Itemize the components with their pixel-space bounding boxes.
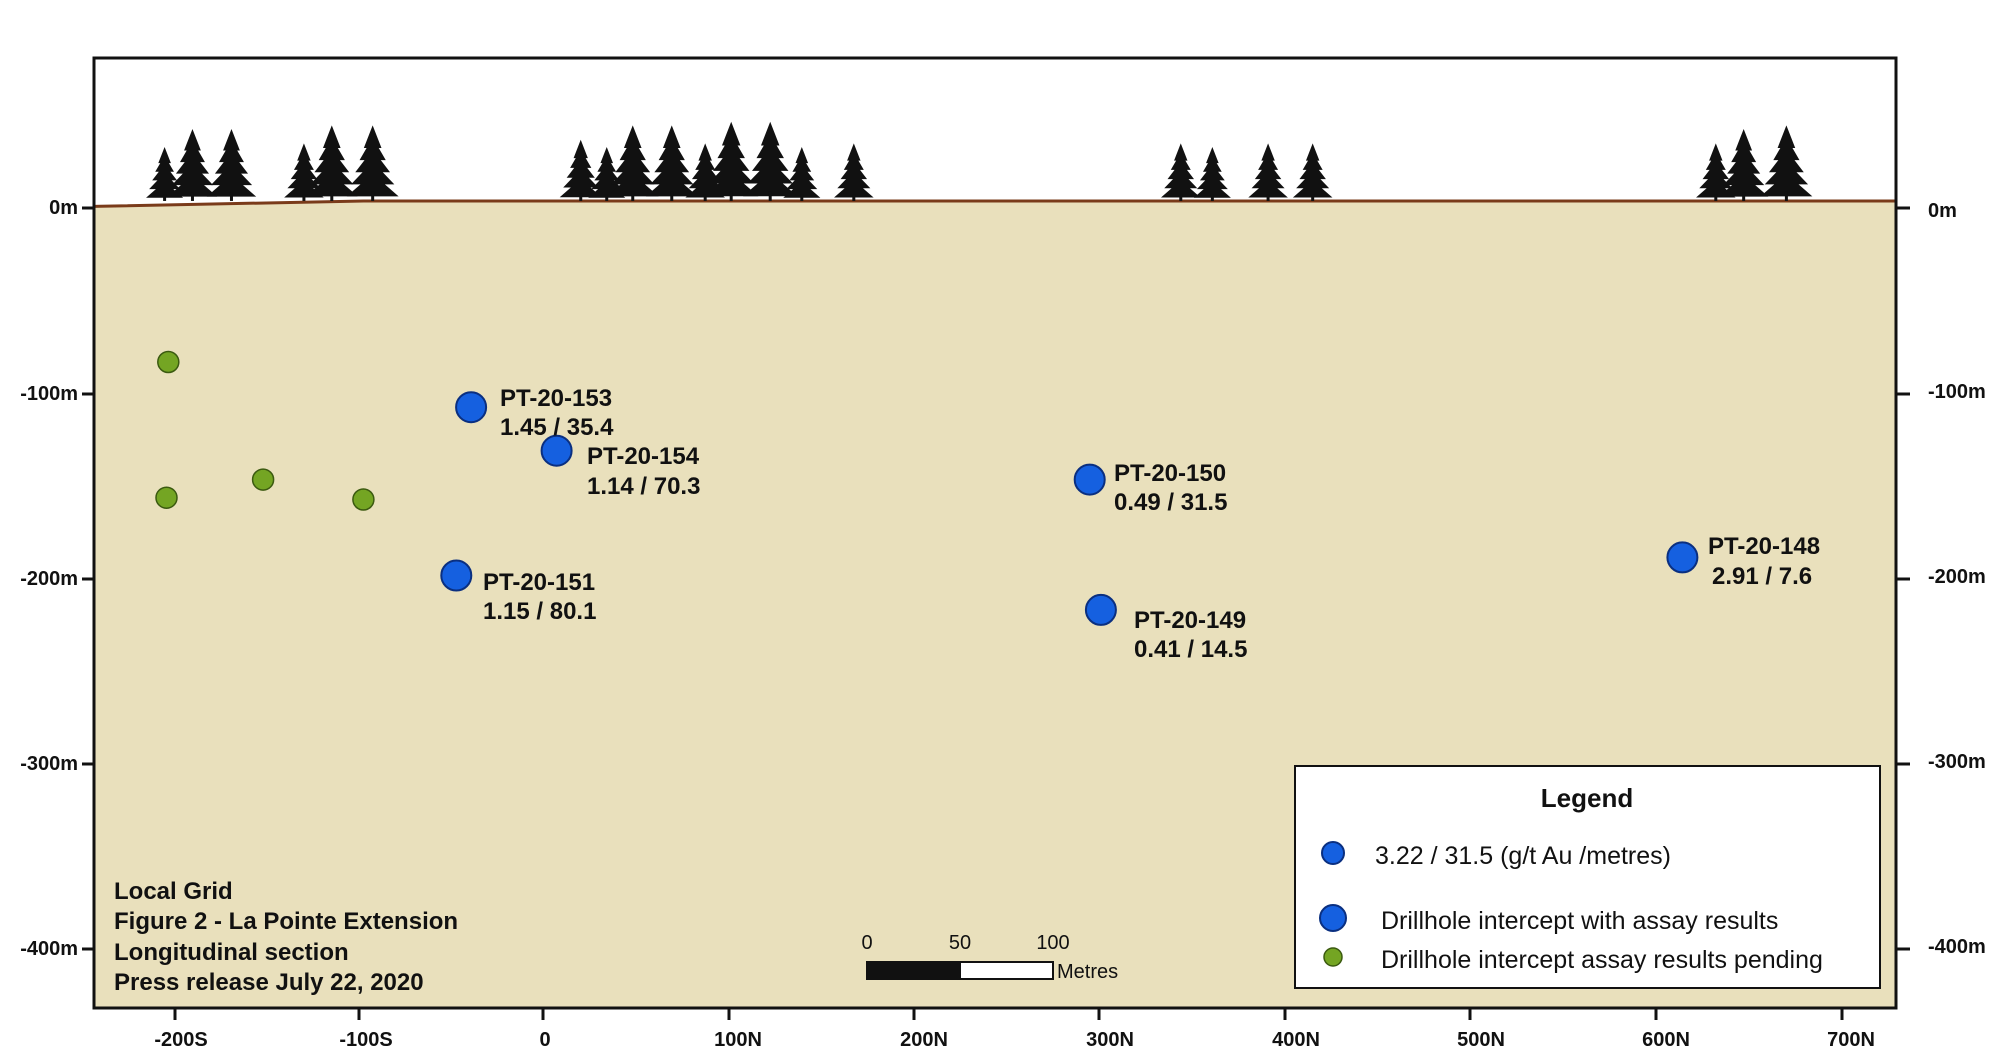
northing-label-500n: 500N xyxy=(1457,1029,1505,1051)
legend-title: Legend xyxy=(1541,783,1633,813)
scale-segment-white xyxy=(959,961,1054,980)
info-block: Local Grid Figure 2 - La Pointe Extensio… xyxy=(114,878,458,996)
tree-icon xyxy=(559,139,602,201)
northing-label-700n: 700N xyxy=(1827,1029,1875,1051)
northing-label-200s: -200S xyxy=(154,1029,207,1051)
tree-icon xyxy=(1292,143,1333,201)
northing-label-0: 0 xyxy=(539,1029,550,1051)
northing-label-400n: 400N xyxy=(1272,1029,1320,1051)
hole-value-pt-20-148: 2.91 / 7.6 xyxy=(1712,563,1812,590)
drillhole-intercept-pending xyxy=(251,468,275,491)
northing-axis: -200S -100S 0 100N 200N 300N 400N 500N 6… xyxy=(154,1008,1875,1051)
tree-icon xyxy=(834,143,874,201)
northing-label-100s: -100S xyxy=(339,1029,392,1051)
depth-label-400: -400m xyxy=(20,938,78,960)
drillhole-intercept-pending xyxy=(157,350,180,374)
depth-axis-right: 0m -100m -200m -300m -400m xyxy=(1928,200,1986,958)
scale-tick-0: 0 xyxy=(861,932,872,954)
drillhole-labels: PT-20-153 1.45 / 35.4 PT-20-154 1.14 / 7… xyxy=(483,385,1820,663)
scale-tick-100: 100 xyxy=(1036,932,1069,954)
depth-label-right-200: -200m xyxy=(1928,566,1986,588)
hole-label-pt-20-151: PT-20-151 xyxy=(483,569,595,596)
hole-label-pt-20-149: PT-20-149 xyxy=(1134,607,1246,634)
info-figure-title: Figure 2 - La Pointe Extension xyxy=(114,908,458,935)
hole-value-pt-20-151: 1.15 / 80.1 xyxy=(483,598,596,625)
northing-label-300n: 300N xyxy=(1086,1029,1134,1051)
tree-icon xyxy=(346,125,399,201)
tree-icon xyxy=(167,128,218,201)
drillhole-intercept-assay xyxy=(1084,593,1117,626)
info-local-grid: Local Grid xyxy=(114,878,233,905)
drillhole-intercept-assay xyxy=(540,434,573,467)
legend: Legend 3.22 / 31.5 (g/t Au /metres) Dril… xyxy=(1294,765,1881,989)
depth-label-right-0: 0m xyxy=(1928,200,1957,222)
tree-icon xyxy=(645,125,698,201)
depth-label-200: -200m xyxy=(20,568,78,590)
hole-label-pt-20-153: PT-20-153 xyxy=(500,385,612,412)
depth-label-0: 0m xyxy=(49,197,78,219)
tree-icon xyxy=(783,146,821,201)
legend-pending-text: Drillhole intercept assay results pendin… xyxy=(1381,946,1823,974)
drillhole-intercept-pending xyxy=(155,486,178,509)
plot-frame xyxy=(92,56,1898,1010)
hole-value-pt-20-153: 1.45 / 35.4 xyxy=(500,414,614,441)
hole-value-pt-20-150: 0.49 / 31.5 xyxy=(1114,489,1227,516)
hole-label-pt-20-148: PT-20-148 xyxy=(1708,533,1820,560)
trees-layer xyxy=(146,121,1813,201)
drillhole-intercept-assay xyxy=(1666,541,1699,574)
drillhole-intercept-assay xyxy=(455,391,488,424)
legend-pending-marker xyxy=(1323,947,1343,967)
scale-tick-50: 50 xyxy=(949,932,971,954)
legend-example-marker xyxy=(1321,841,1345,865)
hole-label-pt-20-150: PT-20-150 xyxy=(1114,460,1226,487)
tree-icon xyxy=(606,125,659,201)
depth-label-right-300: -300m xyxy=(1928,751,1986,773)
topographic-surface-line xyxy=(93,199,1896,208)
info-section-type: Longitudinal section xyxy=(114,939,349,966)
drillhole-intercept-pending xyxy=(352,488,375,511)
tree-icon xyxy=(743,121,798,201)
tree-icon xyxy=(685,143,725,201)
tree-icon xyxy=(1160,143,1201,201)
scale-unit: Metres xyxy=(1057,961,1118,983)
tree-icon xyxy=(1248,143,1288,201)
legend-box xyxy=(1294,765,1881,989)
northing-label-600n: 600N xyxy=(1642,1029,1690,1051)
drillhole-intercept-assay xyxy=(1073,463,1106,496)
drillhole-intercept-assay xyxy=(440,559,473,592)
tree-icon xyxy=(704,121,759,201)
hole-value-pt-20-149: 0.41 / 14.5 xyxy=(1134,636,1247,663)
depth-axis-left: 0m -100m -200m -300m -400m xyxy=(20,197,78,960)
tree-icon xyxy=(1760,125,1813,201)
depth-label-right-400: -400m xyxy=(1928,936,1986,958)
depth-label-100: -100m xyxy=(20,383,78,405)
depth-ticks xyxy=(82,206,1910,951)
depth-label-300: -300m xyxy=(20,753,78,775)
legend-example-text: 3.22 / 31.5 (g/t Au /metres) xyxy=(1375,842,1671,870)
tree-icon xyxy=(1718,128,1769,201)
northing-label-200n: 200N xyxy=(900,1029,948,1051)
hole-label-pt-20-154: PT-20-154 xyxy=(587,443,700,470)
legend-assay-marker xyxy=(1319,904,1347,932)
tree-icon xyxy=(1193,146,1231,201)
tree-icon xyxy=(588,146,626,201)
info-press-release: Press release July 22, 2020 xyxy=(114,969,424,996)
tree-icon xyxy=(206,128,257,201)
sky-area xyxy=(94,58,1896,208)
scale-segment-black xyxy=(866,961,961,980)
depth-label-right-100: -100m xyxy=(1928,381,1986,403)
hole-value-pt-20-154: 1.14 / 70.3 xyxy=(587,473,700,500)
drillhole-markers xyxy=(155,350,1699,626)
northing-label-100n: 100N xyxy=(714,1029,762,1051)
scale-bar: 0 50 100 Metres xyxy=(861,932,1118,983)
tree-icon xyxy=(305,125,358,201)
legend-assay-text: Drillhole intercept with assay results xyxy=(1381,907,1778,935)
